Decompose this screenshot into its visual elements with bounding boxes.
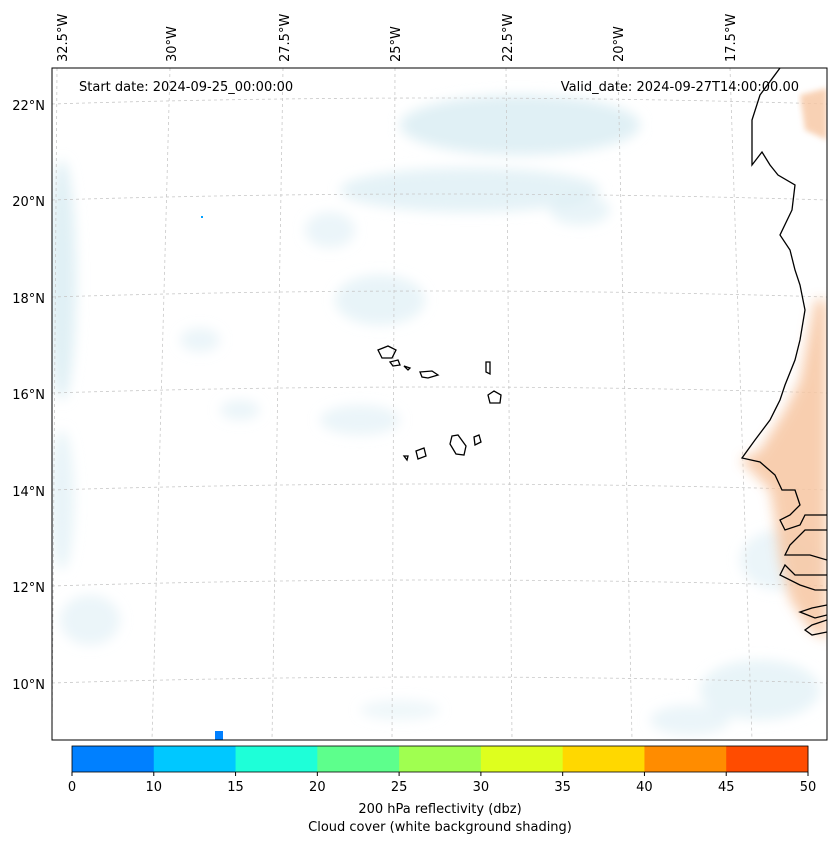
lat-label: 10°N [12,678,45,693]
colorbar-border [71,745,809,773]
cloud-patch [305,212,355,248]
parallel-line [52,579,827,587]
cloud-patch [360,700,440,720]
graticule [52,68,827,740]
cloud-patch [340,168,600,212]
parallel-line [52,193,827,201]
cloud-patch [52,430,74,570]
parallel-line [52,97,827,105]
lon-label: 20°W [612,26,627,62]
colorbar-tick-label: 45 [718,780,735,795]
map-border [51,67,828,741]
island-sal [485,361,491,376]
island-maio [473,434,482,446]
island-brava [402,455,409,462]
lat-label: 14°N [12,485,45,500]
colorbar-label-line1: 200 hPa reflectivity (dbz) [358,802,521,817]
meridian-line [271,68,284,740]
cloud-patch [60,595,120,645]
colorbar-tick-label: 50 [800,780,817,795]
island-santo-antao [377,345,397,359]
reflectivity-cell [215,731,223,740]
colorbar-segment [480,746,564,772]
colorbar-tick-label: 30 [473,780,490,795]
parallel-line [52,386,827,394]
cloud-patch [220,400,260,420]
colorbar-segment [644,746,727,772]
reflectivity-marks [201,216,223,740]
coastline [377,68,827,636]
lat-label: 16°N [12,388,45,403]
lon-label: 32.5°W [56,14,71,62]
colorbar-segment [726,746,809,772]
colorbar-ticks: 0 10 15 20 25 30 35 40 45 50 [68,772,816,795]
colorbar-tick-label: 10 [146,780,163,795]
colorbar-tick-label: 35 [554,780,571,795]
start-date-label: Start date: 2024-09-25_00:00:00 [79,80,293,95]
colorbar-segment [235,746,318,772]
colorbar-segment [399,746,482,772]
parallel-line [52,290,827,298]
land-warm-area [800,88,827,140]
map-panel: Start date: 2024-09-25_00:00:00 Valid_da… [12,14,828,741]
lon-label: 22.5°W [501,14,516,62]
cloud-patch [320,405,400,435]
cloud-patch [52,160,76,400]
africa-coastline [783,529,827,561]
colorbar-segment [317,746,400,772]
meridian-line [617,68,633,740]
valid-date-label: Valid_date: 2024-09-27T14:00:00.00 [561,80,799,95]
cloud-patch [400,95,640,155]
lon-label: 30°W [165,26,180,62]
africa-coastline [740,68,827,531]
colorbar-tick-label: 20 [309,780,326,795]
colorbar-segment [153,746,237,772]
colorbar-tick-label: 0 [68,780,76,795]
africa-coastline [803,619,827,636]
colorbar-segment [72,746,155,772]
lat-label: 22°N [12,99,45,114]
island-sao-vicente [388,359,401,367]
cloud-patch [700,660,820,720]
cloud-patch [180,328,220,352]
cloud-patch [550,195,610,225]
colorbar-label-line2: Cloud cover (white background shading) [308,820,572,835]
cloud-patch [335,275,425,325]
africa-coastline [798,604,827,619]
colorbar-segment [562,746,645,772]
lon-label: 17.5°W [724,14,739,62]
meridian-line [52,68,58,740]
reflectivity-cell [201,216,203,218]
lat-label: 18°N [12,292,45,307]
island-santa-luzia [403,365,412,371]
meridian-line [505,68,513,740]
lon-label: 25°W [389,26,404,62]
colorbar-tick-label: 40 [636,780,653,795]
island-santiago [449,434,467,456]
colorbar-tick-label: 25 [391,780,408,795]
meridian-line [391,68,396,740]
meridian-line [151,68,171,740]
parallel-line [52,483,827,491]
island-sao-nicolau [419,370,440,379]
island-boa-vista [487,390,502,404]
africa-coastline [779,563,827,591]
cloud-cover-shading [52,95,820,735]
colorbar: 0 10 15 20 25 30 35 40 45 50 200 hPa reflectivity… [68,745,816,835]
colorbar-segments [72,746,809,772]
island-fogo [415,447,427,460]
parallel-line [52,676,827,684]
lat-label: 12°N [12,581,45,596]
lat-label: 20°N [12,195,45,210]
meridian-line [729,68,753,740]
colorbar-tick-label: 15 [227,780,244,795]
cloud-patch [650,705,730,735]
lon-label: 27.5°W [278,14,293,62]
